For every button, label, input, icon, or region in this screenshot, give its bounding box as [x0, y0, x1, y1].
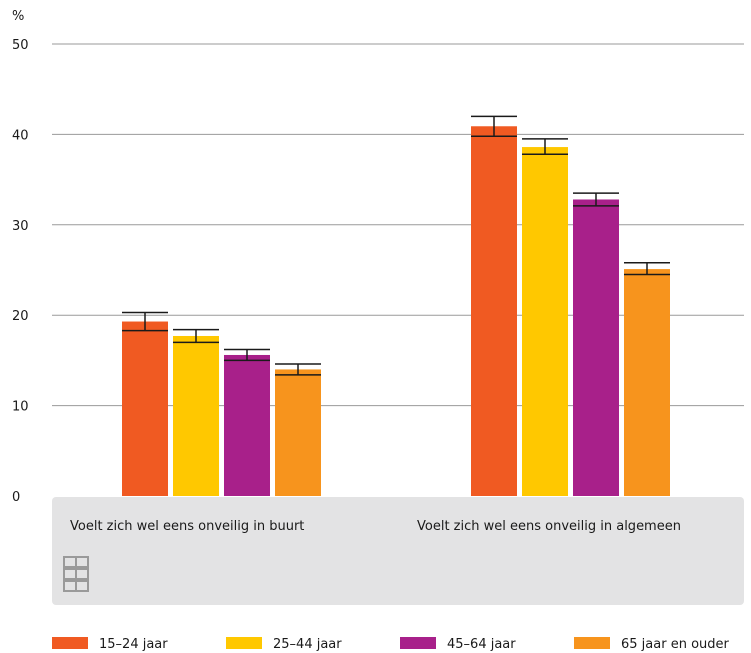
category-band [52, 497, 744, 605]
legend-label: 65 jaar en ouder [621, 637, 730, 652]
bar [173, 335, 219, 496]
bar [522, 147, 568, 496]
legend-swatch [226, 637, 262, 649]
y-tick-label: 50 [12, 38, 29, 53]
legend-label: 15–24 jaar [99, 637, 168, 652]
bar [122, 321, 168, 496]
bar [471, 126, 517, 496]
legend-swatch [574, 637, 610, 649]
bars [122, 115, 670, 496]
legend-swatch [52, 637, 88, 649]
category-label: Voelt zich wel eens onveilig in algemeen [417, 519, 681, 534]
category-labels: Voelt zich wel eens onveilig in buurt Voe… [70, 519, 681, 534]
y-tick-label: 20 [12, 309, 29, 324]
bar [275, 369, 321, 496]
category-label: Voelt zich wel eens onveilig in buurt [70, 519, 304, 534]
y-unit-label: % [12, 9, 24, 24]
legend-label: 25–44 jaar [273, 637, 342, 652]
y-tick-label: 0 [12, 490, 20, 505]
bar [224, 354, 270, 496]
legend-label: 45–64 jaar [447, 637, 516, 652]
y-tick-label: 30 [12, 219, 29, 234]
bar [573, 199, 619, 496]
bar [624, 269, 670, 496]
legend-swatch [400, 637, 436, 649]
y-tick-label: 10 [12, 400, 29, 415]
y-tick-label: 40 [12, 128, 29, 143]
cbs-logo [63, 556, 89, 592]
legend: 15–24 jaar 25–44 jaar 45–64 jaar 65 jaar en… [52, 637, 730, 652]
